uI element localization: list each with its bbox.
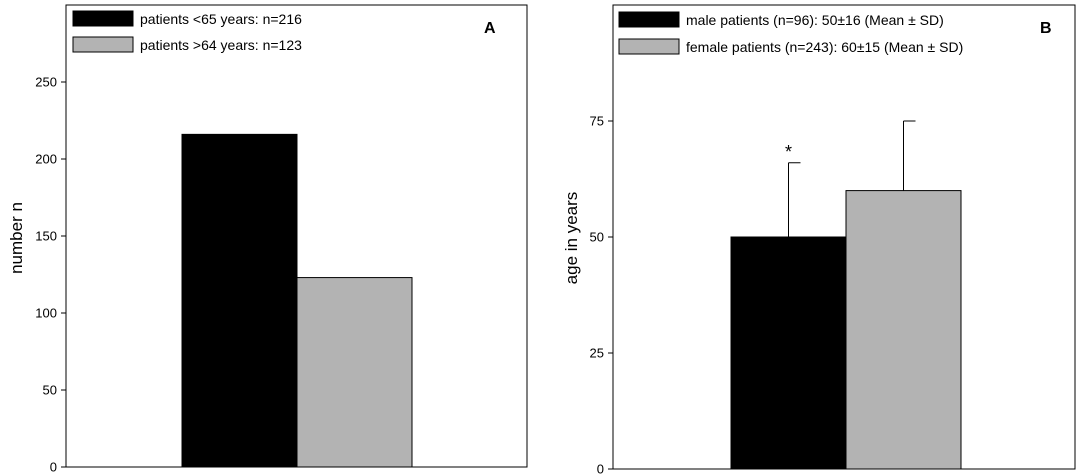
significance-marker: * [785, 142, 792, 162]
panel-a-tick-label: 150 [35, 229, 57, 244]
legend-swatch-male [618, 11, 680, 28]
panel-a-label: A [484, 20, 496, 37]
panel-a-tick-label: 50 [43, 383, 57, 398]
panel-a: number n 0 50 100 150 200 250 patients <65 ye… [7, 4, 528, 475]
panel-b-bars: * [730, 120, 962, 470]
panel-a-tick-label: 250 [35, 75, 57, 90]
panel-b-y-axis: 0 25 50 75 [590, 114, 613, 476]
legend-label-under-65: patients <65 years: n=216 [140, 11, 302, 27]
panel-b-tick-label: 50 [590, 230, 604, 245]
legend-label-over-64: patients >64 years: n=123 [140, 37, 302, 53]
panel-b-tick-label: 25 [590, 346, 604, 361]
panel-a-bar-2 [296, 277, 413, 468]
panel-b-legend: male patients (n=96): 50±16 (Mean ± SD) … [618, 11, 963, 55]
panel-b-bar-2 [845, 190, 962, 470]
panel-b-bar-1 [730, 236, 847, 470]
legend-label-female: female patients (n=243): 60±15 (Mean ± S… [686, 39, 963, 55]
panel-b: age in years 0 25 50 75 * male patients (n=… [562, 4, 1076, 476]
panel-a-tick-label: 100 [35, 306, 57, 321]
panel-b-label: B [1040, 20, 1052, 37]
panel-a-legend: patients <65 years: n=216 patients >64 y… [72, 10, 302, 53]
panel-a-tick-label: 200 [35, 152, 57, 167]
panel-a-plot-frame [65, 4, 528, 468]
panel-a-tick-label: 0 [50, 460, 57, 475]
panel-b-ylabel: age in years [562, 192, 581, 285]
panel-a-bars [181, 133, 413, 468]
panel-a-y-axis: 0 50 100 150 200 250 [35, 75, 66, 475]
panel-b-tick-label: 75 [590, 114, 604, 129]
panel-b-tick-label: 0 [597, 462, 604, 476]
legend-swatch-over-64 [72, 36, 134, 53]
panel-b-plot-frame [612, 4, 1076, 470]
panel-a-ylabel: number n [7, 202, 26, 274]
legend-swatch-female [618, 38, 680, 55]
legend-swatch-under-65 [72, 10, 134, 27]
panel-a-bar-1 [181, 133, 298, 468]
legend-label-male: male patients (n=96): 50±16 (Mean ± SD) [686, 12, 944, 28]
